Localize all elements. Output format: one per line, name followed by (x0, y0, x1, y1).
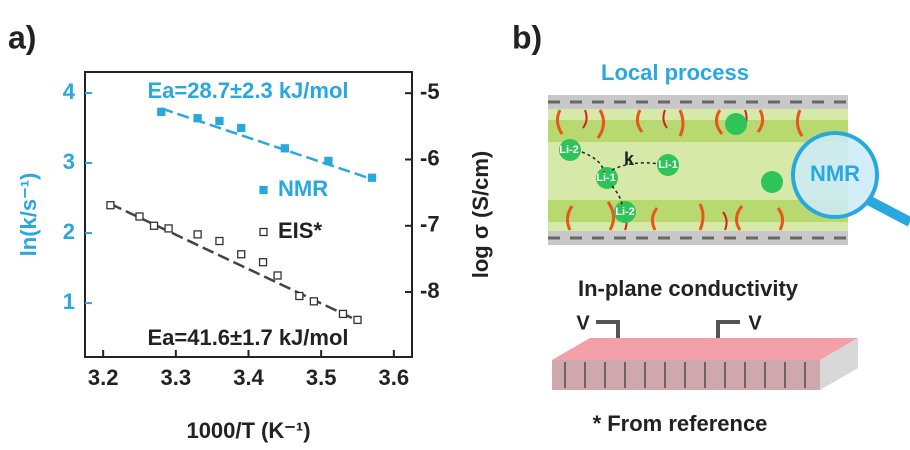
x-tick-label: 3.5 (306, 365, 337, 390)
fit-line (161, 108, 372, 179)
marker (325, 157, 332, 164)
diagram-title: Local process (601, 60, 749, 85)
y-axis-label: ln(k/s⁻¹) (16, 173, 41, 257)
y2-axis-label: log σ (S/cm) (468, 151, 493, 279)
legend-label: NMR (278, 176, 328, 201)
footnote: * From reference (593, 411, 768, 436)
legend-marker (260, 229, 267, 236)
magnifier-handle (868, 200, 910, 222)
marker (310, 298, 317, 305)
marker (369, 174, 376, 181)
marker (151, 222, 158, 229)
marker (165, 225, 172, 232)
marker (107, 202, 114, 209)
marker (354, 316, 361, 323)
annotation: Ea=41.6±1.7 kJ/mol (147, 325, 348, 350)
y2-tick-label: -8 (420, 278, 440, 303)
diagram: b) Local process Li-2 Li-1 k Li-1 Li-2 (512, 19, 910, 435)
rate-label: k (624, 149, 635, 169)
site-label: Li-2 (615, 206, 635, 218)
electrode-label: V (576, 312, 590, 334)
slab-top (552, 338, 858, 360)
subtitle: In-plane conductivity (578, 276, 799, 301)
ion (761, 171, 783, 193)
marker (238, 125, 245, 132)
panel-label: a) (8, 19, 36, 55)
x-tick-label: 3.3 (161, 365, 192, 390)
y2-tick-label: -7 (420, 212, 440, 237)
x-tick-label: 3.6 (379, 365, 410, 390)
marker (281, 145, 288, 152)
marker (274, 272, 281, 279)
marker (216, 238, 223, 245)
y-tick-label: 3 (63, 149, 75, 174)
marker (296, 293, 303, 300)
marker (136, 213, 143, 220)
ion (725, 113, 747, 135)
x-axis-label: 1000/T (K⁻¹) (186, 418, 310, 443)
annotation: Ea=28.7±2.3 kJ/mol (147, 78, 348, 103)
y2-tick-label: -5 (420, 79, 440, 104)
y2-tick-label: -6 (420, 145, 440, 170)
electrodes (596, 322, 740, 338)
legend-marker (260, 187, 267, 194)
site-label: Li-1 (658, 159, 678, 171)
y-tick-label: 1 (63, 289, 75, 314)
panel-label: b) (512, 19, 542, 55)
y-tick-label: 4 (63, 79, 76, 104)
marker (238, 251, 245, 258)
x-tick-label: 3.2 (88, 365, 119, 390)
electrode-label: V (748, 312, 762, 334)
x-tick-label: 3.4 (233, 365, 264, 390)
slab-tint (552, 360, 820, 390)
band (548, 120, 848, 142)
legend-label: EIS* (278, 218, 322, 243)
marker (194, 115, 201, 122)
marker (216, 118, 223, 125)
marker (260, 259, 267, 266)
y-tick-label: 2 (63, 219, 75, 244)
figure: b) Local process Li-2 Li-1 k Li-1 Li-2 (0, 0, 910, 445)
marker (158, 108, 165, 115)
site-label: Li-1 (596, 172, 616, 184)
marker (339, 310, 346, 317)
site-label: Li-2 (559, 144, 579, 156)
marker (194, 231, 201, 238)
probe-label: NMR (810, 161, 860, 186)
